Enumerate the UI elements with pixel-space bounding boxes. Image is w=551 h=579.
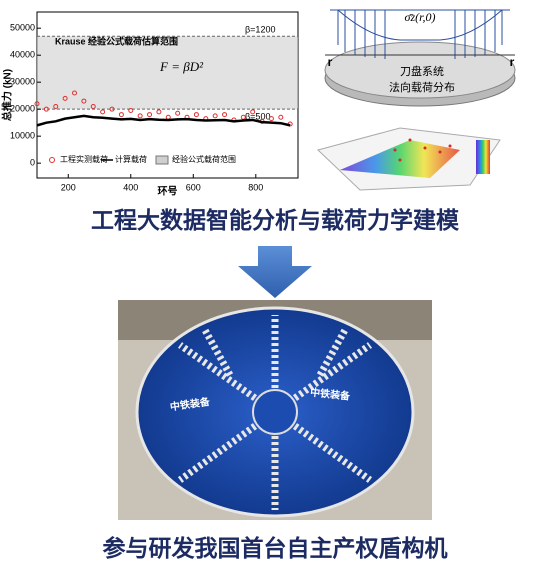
load-diagram: σ̄z(r,0) r r 刀盘系统 法向载荷分布 xyxy=(324,9,516,107)
stress-label: σ̄z(r,0) xyxy=(405,10,436,24)
legend-label: 工程实测载荷 xyxy=(60,154,108,164)
data-point xyxy=(43,106,49,112)
axis-label: r xyxy=(510,55,515,69)
band xyxy=(37,36,298,110)
legend-marker xyxy=(155,155,169,165)
data-point xyxy=(175,110,181,116)
band-title: Krause 经验公式载荷估算范围 xyxy=(55,35,178,46)
photo: 中铁装备 中铁装备 xyxy=(118,300,432,520)
data-point xyxy=(193,112,199,118)
data-point xyxy=(53,103,59,109)
surface-plot xyxy=(317,127,501,191)
y-tick-label: 0 xyxy=(30,158,35,168)
x-tick-label: 600 xyxy=(186,182,201,192)
data-point xyxy=(278,114,284,120)
thrust-chart: β=1200 β=500 Krause 经验公式载荷估算范围 F = βD² 0 1000… xyxy=(1,11,299,198)
y-tick-label: 50000 xyxy=(10,23,35,33)
data-point xyxy=(137,113,143,119)
band-label: β=500 xyxy=(245,112,270,122)
x-axis-label: 环号 xyxy=(158,186,178,198)
data-point xyxy=(212,113,218,119)
diagram-text: 刀盘系统 xyxy=(400,64,444,78)
legend-label: 经验公式载荷范围 xyxy=(172,154,236,164)
data-line xyxy=(36,114,291,127)
data-point xyxy=(118,112,124,118)
legend-label: 计算载荷 xyxy=(115,154,147,164)
y-tick-label: 40000 xyxy=(10,50,35,60)
photo-label: 中铁装备 xyxy=(310,386,352,403)
data-point xyxy=(34,101,40,107)
data-point xyxy=(222,112,228,118)
y-tick-label: 10000 xyxy=(10,131,35,141)
data-point xyxy=(90,103,96,109)
data-point xyxy=(72,90,78,96)
data-point xyxy=(109,106,115,112)
caption: 参与研发我国首台自主产权盾构机 xyxy=(103,535,448,561)
arrow xyxy=(238,246,312,298)
data-point xyxy=(62,95,68,101)
data-point xyxy=(156,109,162,115)
formula: F = βD² xyxy=(159,59,204,74)
data-point xyxy=(100,109,106,115)
heading: 工程大数据智能分析与载荷力学建模 xyxy=(91,207,460,233)
y-axis-label: 总推力 (kN) xyxy=(1,69,14,121)
data-point xyxy=(147,112,153,118)
x-tick-label: 800 xyxy=(248,182,263,192)
x-tick-label: 400 xyxy=(123,182,138,192)
legend-marker xyxy=(49,157,55,163)
axis-label: r xyxy=(328,55,333,69)
data-point xyxy=(128,108,134,114)
diagram-text: 法向载荷分布 xyxy=(389,80,455,94)
data-point xyxy=(268,116,274,122)
y-tick-label: 30000 xyxy=(10,77,35,87)
data-point xyxy=(81,98,87,104)
y-tick-label: 20000 xyxy=(10,104,35,114)
band-label: β=1200 xyxy=(245,25,275,35)
data-point xyxy=(250,109,256,115)
x-tick-label: 200 xyxy=(61,182,76,192)
